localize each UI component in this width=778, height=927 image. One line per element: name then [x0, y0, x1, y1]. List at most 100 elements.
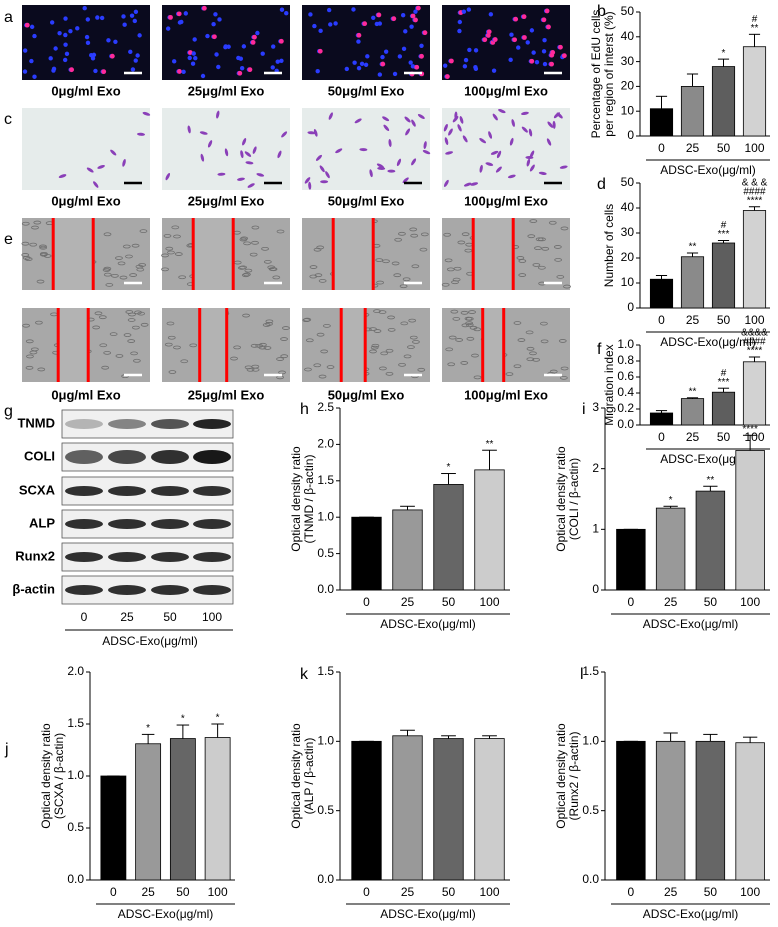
- cell: [526, 346, 535, 351]
- lane-label: 100: [202, 610, 222, 624]
- nucleus: [419, 43, 424, 49]
- cell: [224, 148, 229, 157]
- cell: [319, 165, 325, 173]
- x-tick-label: 25: [686, 141, 700, 155]
- gap: [482, 308, 504, 382]
- cell: [265, 319, 274, 324]
- nucleus: [113, 39, 118, 44]
- micrograph: [22, 308, 150, 382]
- cell: [101, 365, 110, 370]
- cell: [464, 316, 473, 321]
- image-bg: [442, 308, 570, 382]
- nucleus: [130, 67, 136, 72]
- cell: [556, 274, 565, 279]
- cell: [532, 357, 541, 362]
- cell: [388, 139, 392, 147]
- cell: [391, 261, 400, 266]
- bar: [204, 737, 231, 881]
- nucleus: [135, 53, 140, 58]
- cell: [129, 273, 138, 277]
- cell: [309, 265, 318, 269]
- cell: [308, 181, 312, 190]
- y-tick-label: 2.0: [317, 437, 334, 451]
- bar: [616, 528, 646, 591]
- significance: ####: [743, 186, 766, 197]
- x-tick-label: 50: [442, 885, 456, 899]
- nucleus: [529, 28, 535, 33]
- nucleus: [542, 61, 548, 67]
- cell: [26, 354, 34, 359]
- cell: [385, 348, 394, 353]
- image-bg: [442, 5, 570, 80]
- y-tick-label: 1.5: [317, 473, 334, 487]
- blot-xlabel: ADSC-Exo(μg/ml): [102, 634, 198, 648]
- cell: [387, 327, 396, 332]
- bar: [392, 509, 423, 591]
- edu-nucleus: [415, 5, 421, 11]
- y-tick-label: 1: [592, 522, 599, 536]
- cell: [495, 166, 502, 173]
- x-axis-label: ADSC-Exo(μg/ml): [643, 907, 739, 921]
- cell: [33, 220, 42, 225]
- nucleus: [181, 69, 186, 75]
- edu-nucleus: [176, 11, 182, 17]
- cell: [423, 141, 427, 149]
- bar: [351, 740, 382, 881]
- cell: [451, 280, 459, 285]
- cell: [240, 150, 244, 159]
- nucleus: [187, 55, 192, 61]
- cell: [376, 280, 385, 285]
- edu-nucleus: [445, 74, 450, 79]
- nucleus: [95, 15, 100, 20]
- micrograph: [22, 108, 151, 190]
- nucleus: [516, 45, 521, 50]
- cell: [217, 172, 226, 176]
- cell: [304, 177, 311, 184]
- edu-nucleus: [356, 32, 362, 38]
- cell: [29, 242, 38, 247]
- cell: [548, 220, 557, 225]
- cell: [130, 351, 139, 356]
- cell: [521, 126, 528, 133]
- nucleus: [315, 68, 320, 74]
- cell: [313, 363, 322, 368]
- cell: [304, 367, 312, 372]
- cell: [173, 345, 181, 350]
- cell: [178, 275, 187, 280]
- blot-band: [193, 486, 231, 496]
- y-axis-label: Migration index: [602, 344, 616, 425]
- significance: **: [751, 23, 759, 34]
- cell: [466, 336, 475, 341]
- significance: **: [486, 439, 494, 450]
- cell: [251, 240, 259, 245]
- nucleus: [473, 48, 479, 53]
- gap: [341, 308, 366, 382]
- image-caption: 25μg/ml Exo: [188, 387, 265, 402]
- edu-nucleus: [101, 69, 107, 75]
- cell: [407, 345, 415, 350]
- x-tick-label: 25: [401, 595, 415, 609]
- cell: [462, 135, 468, 143]
- nucleus: [137, 33, 142, 38]
- cell: [371, 343, 380, 348]
- cell: [513, 364, 522, 369]
- cell: [137, 311, 145, 316]
- cell: [387, 315, 395, 320]
- cell: [461, 232, 470, 237]
- blot-band: [108, 419, 146, 429]
- micrograph: [442, 308, 570, 382]
- cell: [237, 265, 246, 270]
- y-tick-label: 2: [592, 461, 599, 475]
- image-caption: 0μg/ml Exo: [51, 387, 120, 402]
- cell: [105, 282, 114, 287]
- x-tick-label: 50: [442, 595, 456, 609]
- edu-nucleus: [413, 17, 418, 23]
- cell: [375, 258, 384, 262]
- nucleus: [128, 49, 133, 55]
- cell: [370, 345, 379, 350]
- cell: [369, 169, 373, 178]
- cell: [444, 137, 449, 146]
- nucleus: [356, 39, 361, 44]
- nucleus: [508, 57, 513, 63]
- y-tick-label: 40: [621, 200, 635, 214]
